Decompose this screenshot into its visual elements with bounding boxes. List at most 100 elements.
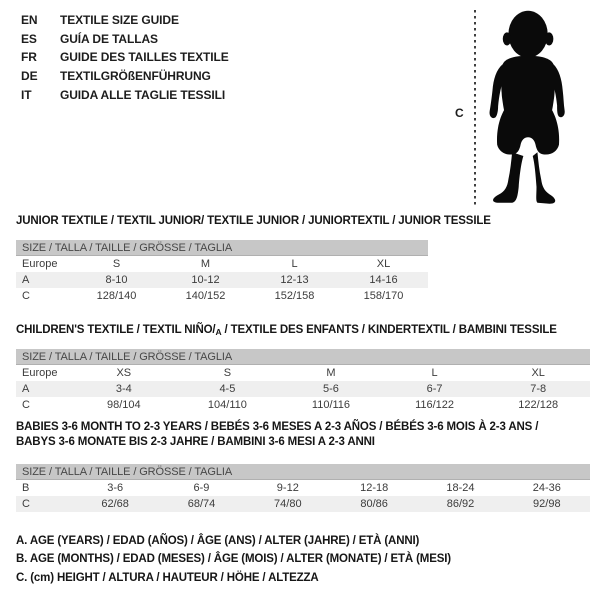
measurement-legend: A. AGE (YEARS) / EDAD (AÑOS) / ÂGE (ANS)…	[16, 532, 451, 587]
size-cell: 12-13	[250, 272, 339, 288]
size-cell: 3-4	[72, 381, 176, 397]
size-cell: 3-6	[107, 482, 124, 494]
size-cell: 122/128	[518, 399, 559, 411]
size-table-row: Europe XS S M L XL	[16, 365, 590, 382]
baby-ear-left	[502, 32, 512, 46]
language-title: GUIDA ALLE TAGLIE TESSILI	[60, 87, 226, 102]
size-cell: 86/92	[417, 496, 504, 512]
language-row-de: DE TEXTILGRÖßENFÜHRUNG	[21, 67, 229, 86]
size-row-label: C	[22, 290, 30, 302]
size-table-row: C 128/140 140/152 152/158 158/170	[16, 288, 428, 304]
language-title-list: EN TEXTILE SIZE GUIDE ES GUÍA DE TALLAS …	[21, 11, 229, 104]
size-table-header-row: SIZE / TALLA / TAILLE / GRÖSSE / TAGLIA	[16, 240, 428, 256]
language-title: TEXTILGRÖßENFÜHRUNG	[60, 69, 211, 84]
size-cell: 104/110	[207, 399, 247, 411]
babies-section-title: BABIES 3-6 MONTH TO 2-3 YEARS / BEBÉS 3-…	[16, 420, 538, 449]
language-row-it: IT GUIDA ALLE TAGLIE TESSILI	[21, 85, 229, 104]
junior-section-title: JUNIOR TEXTILE / TEXTIL JUNIOR/ TEXTILE …	[16, 215, 491, 227]
children-title-after: / TEXTILE DES ENFANTS / KINDERTEXTIL / B…	[221, 324, 557, 336]
size-cell: 152/158	[274, 290, 315, 302]
size-cell: XL	[531, 367, 545, 379]
language-code: IT	[21, 87, 32, 102]
size-table-row: Europe S M L XL	[16, 256, 428, 273]
size-cell: 12-18	[360, 482, 389, 494]
size-row-label: C	[16, 496, 72, 512]
legend-line-b: B. AGE (MONTHS) / EDAD (MESES) / ÂGE (MO…	[16, 553, 451, 566]
size-cell: 5-6	[279, 381, 383, 397]
legend-line-c: C. (cm) HEIGHT / ALTURA / HAUTEUR / HÖHE…	[16, 571, 319, 584]
size-row-label: A	[16, 272, 72, 288]
babies-title-line1: BABIES 3-6 MONTH TO 2-3 YEARS / BEBÉS 3-…	[16, 421, 539, 433]
language-code: FR	[21, 50, 37, 65]
size-cell: 18-24	[446, 482, 475, 494]
baby-shorts	[496, 109, 560, 155]
size-table-row: C 62/68 68/74 74/80 80/86 86/92 92/98	[16, 496, 590, 512]
baby-arm-right	[551, 64, 565, 118]
baby-leg-right	[532, 152, 556, 204]
baby-torso	[501, 55, 555, 113]
size-cell: 68/74	[158, 496, 245, 512]
junior-size-table: SIZE / TALLA / TAILLE / GRÖSSE / TAGLIA E…	[16, 240, 428, 304]
size-cell: 8-10	[72, 272, 161, 288]
size-cell: 24-36	[532, 482, 561, 494]
language-code: EN	[21, 13, 38, 28]
baby-ear-right	[544, 32, 554, 46]
size-cell: XS	[116, 367, 132, 379]
language-row-fr: FR GUIDE DES TAILLES TEXTILE	[21, 48, 229, 67]
size-row-label: Europe	[22, 258, 58, 270]
babies-size-table: SIZE / TALLA / TAILLE / GRÖSSE / TAGLIA B…	[16, 464, 590, 512]
size-row-label: A	[16, 381, 72, 397]
size-cell: 9-12	[276, 482, 299, 494]
size-cell: 128/140	[96, 290, 137, 302]
size-cell: S	[112, 258, 121, 270]
language-title: TEXTILE SIZE GUIDE	[60, 13, 179, 28]
size-table-header-row: SIZE / TALLA / TAILLE / GRÖSSE / TAGLIA	[16, 464, 590, 480]
size-cell: L	[291, 258, 298, 270]
size-cell: 140/152	[185, 290, 226, 302]
babies-title-line2: BABYS 3-6 MONATE BIS 2-3 JAHRE / BAMBINI…	[16, 435, 375, 448]
size-row-label: C	[22, 399, 30, 411]
size-row-label: Europe	[22, 367, 58, 379]
size-cell: L	[431, 367, 438, 379]
size-row-label: B	[22, 482, 30, 494]
language-row-es: ES GUÍA DE TALLAS	[21, 30, 229, 49]
size-cell: 80/86	[330, 496, 418, 512]
size-cell: 92/98	[503, 496, 590, 512]
size-cell: M	[200, 258, 211, 270]
size-cell: 7-8	[486, 381, 590, 397]
height-measure-label: C	[455, 106, 464, 120]
size-table-header-cell: SIZE / TALLA / TAILLE / GRÖSSE / TAGLIA	[16, 349, 590, 365]
height-measure-dotted-line	[474, 10, 476, 207]
baby-head	[508, 10, 548, 58]
size-cell: 74/80	[244, 496, 331, 512]
size-cell: 6-7	[382, 381, 487, 397]
baby-arm-left	[489, 64, 504, 119]
size-cell: M	[326, 367, 336, 379]
legend-line-a: A. AGE (YEARS) / EDAD (AÑOS) / ÂGE (ANS)…	[16, 535, 420, 548]
language-title: GUÍA DE TALLAS	[60, 31, 158, 46]
language-row-en: EN TEXTILE SIZE GUIDE	[21, 11, 229, 30]
language-code: DE	[21, 69, 38, 84]
size-cell: 4-5	[175, 381, 280, 397]
size-cell: S	[223, 367, 232, 379]
children-title-subscript: A	[215, 327, 222, 337]
size-cell: 62/68	[72, 496, 159, 512]
size-table-header-cell: SIZE / TALLA / TAILLE / GRÖSSE / TAGLIA	[16, 464, 590, 480]
baby-silhouette	[489, 10, 565, 204]
children-title-before: CHILDREN'S TEXTILE / TEXTIL NIÑO/	[16, 324, 216, 336]
children-section-title: CHILDREN'S TEXTILE / TEXTIL NIÑO/A / TEX…	[16, 324, 557, 337]
size-table-header-cell: SIZE / TALLA / TAILLE / GRÖSSE / TAGLIA	[16, 240, 428, 256]
language-title: GUIDE DES TAILLES TEXTILE	[60, 50, 229, 65]
children-size-table: SIZE / TALLA / TAILLE / GRÖSSE / TAGLIA E…	[16, 349, 590, 413]
size-table-row: A 3-4 4-5 5-6 6-7 7-8	[16, 381, 590, 397]
language-code: ES	[21, 31, 37, 46]
baby-leg-left	[493, 152, 524, 203]
size-cell: 6-9	[193, 482, 210, 494]
size-table-row: C 98/104 104/110 110/116 116/122 122/128	[16, 397, 590, 413]
size-cell: 98/104	[106, 399, 141, 411]
size-cell: 14-16	[339, 272, 428, 288]
size-cell: 10-12	[161, 272, 250, 288]
size-table-row: B 3-6 6-9 9-12 12-18 18-24 24-36	[16, 480, 590, 497]
size-table-header-row: SIZE / TALLA / TAILLE / GRÖSSE / TAGLIA	[16, 349, 590, 365]
